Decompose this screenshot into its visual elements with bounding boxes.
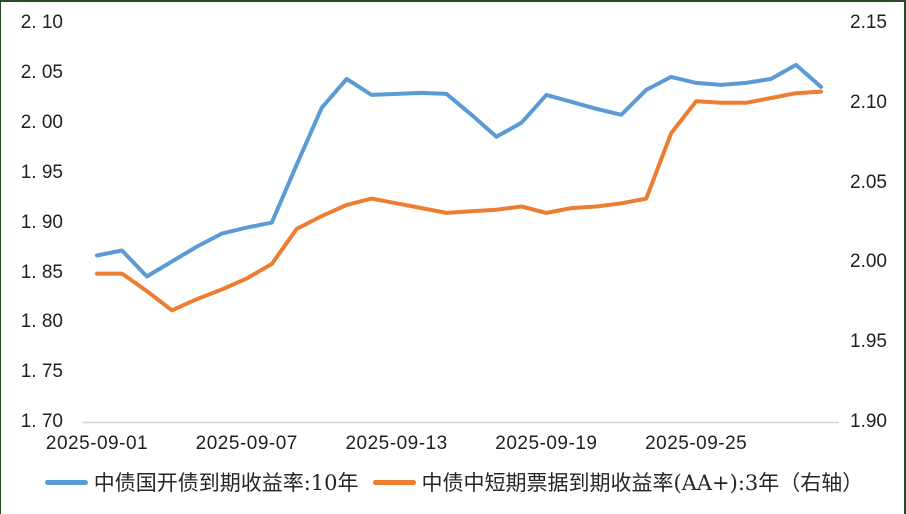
y-axis-right-tick: 2.15 [850,12,887,33]
legend-label-cdb-10y: 中债国开债到期收益率:10年 [93,471,359,495]
x-axis-tick: 2025-09-19 [495,433,598,454]
series-line-orange [95,89,823,313]
x-axis-tick: 2025-09-25 [645,433,748,454]
y-axis-right-tick: 2.00 [850,251,887,273]
y-axis-right-tick: 2.10 [850,91,887,113]
orange-line-swatch-icon [372,479,416,485]
x-axis-tick: 2025-09-13 [345,433,448,454]
y-axis-right-tick: 1.90 [850,411,887,432]
legend-item-cdb-10y: 中债国开债到期收益率:10年 [44,467,359,497]
y-axis-left-tick: 2. 10 [20,12,63,33]
x-axis-tick: 2025-09-07 [195,433,298,454]
legend-label-mtn-3y: 中债中短期票据到期收益率(AA+):3年（右轴） [421,471,864,495]
y-axis-left-tick: 1. 90 [20,211,63,233]
x-axis-tick: 2025-09-01 [45,433,149,454]
y-axis-left-tick: 1. 75 [20,361,63,383]
y-axis-left-tick: 2. 05 [20,61,63,83]
y-axis-left-tick: 1. 70 [20,411,63,433]
y-axis-left-tick: 1. 85 [20,261,63,283]
legend-item-mtn-3y: 中债中短期票据到期收益率(AA+):3年（右轴） [372,467,864,497]
blue-line-swatch-icon [44,479,88,485]
y-axis-right-tick: 1.95 [850,331,887,353]
series-line-blue [95,62,823,279]
y-axis-left-tick: 2. 00 [20,111,63,133]
legend: 中债国开债到期收益率:10年 中债中短期票据到期收益率(AA+):3年（右轴） [1,465,904,499]
y-axis-left-tick: 1. 80 [20,311,63,333]
y-axis-right-tick: 2.05 [850,171,887,193]
y-axis-left-tick: 1. 95 [20,161,63,183]
